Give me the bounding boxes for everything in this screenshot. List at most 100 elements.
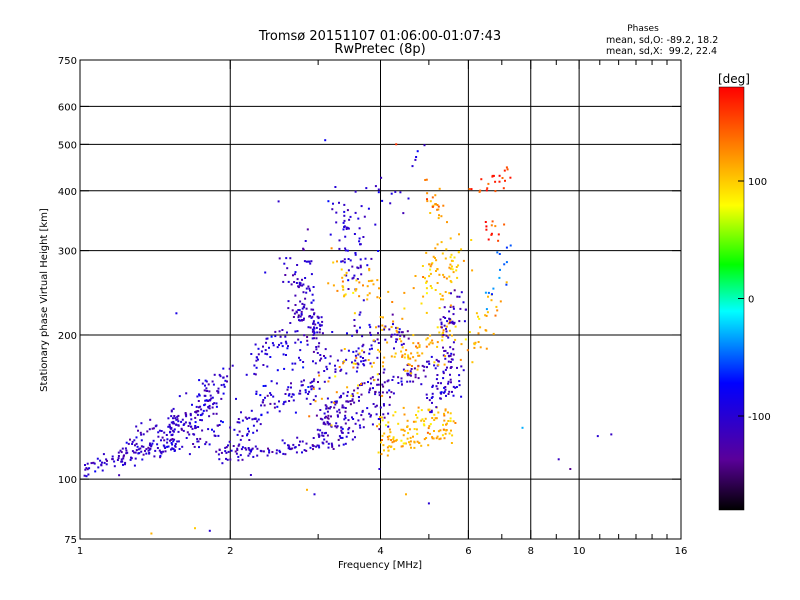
data-point <box>236 447 239 450</box>
data-point <box>450 358 453 361</box>
data-point <box>311 293 314 296</box>
data-point <box>286 331 288 334</box>
data-point <box>93 462 96 465</box>
data-point <box>316 428 319 431</box>
data-point <box>298 309 301 312</box>
data-point <box>396 338 399 341</box>
data-point <box>338 396 341 399</box>
data-point <box>182 429 185 432</box>
data-point <box>341 276 344 279</box>
data-point <box>439 318 442 321</box>
data-point <box>410 352 413 355</box>
data-point <box>315 348 318 351</box>
data-point <box>447 380 450 383</box>
data-point <box>333 401 336 404</box>
data-point <box>292 316 295 318</box>
data-point <box>348 218 351 221</box>
data-point <box>218 448 221 451</box>
data-point <box>282 452 285 455</box>
data-point <box>316 315 319 318</box>
data-point <box>412 342 415 345</box>
data-point <box>187 425 190 427</box>
data-point <box>321 332 324 335</box>
data-point <box>430 355 433 358</box>
data-point <box>300 380 303 383</box>
data-point <box>310 301 313 304</box>
data-point <box>353 274 356 277</box>
data-point <box>427 444 430 447</box>
data-point <box>105 458 108 461</box>
data-point <box>345 226 348 229</box>
data-point <box>422 369 425 372</box>
data-point <box>254 343 257 346</box>
data-point <box>377 348 379 351</box>
data-point <box>450 352 453 355</box>
data-point <box>448 310 451 313</box>
data-point <box>219 375 222 378</box>
data-point <box>402 406 405 409</box>
data-point <box>224 450 227 453</box>
data-point <box>230 449 233 452</box>
data-point <box>262 450 265 453</box>
data-point <box>447 354 450 357</box>
data-point <box>428 432 431 435</box>
data-point <box>318 387 321 390</box>
data-point <box>329 355 332 358</box>
data-point <box>208 529 211 532</box>
data-point <box>487 295 489 298</box>
data-point <box>158 429 161 432</box>
data-point <box>358 295 361 298</box>
data-point <box>199 405 202 408</box>
data-point <box>325 407 328 410</box>
data-point <box>370 365 373 368</box>
data-point <box>351 361 353 364</box>
data-point <box>426 198 428 201</box>
data-point <box>327 442 330 445</box>
data-point <box>343 360 346 363</box>
data-point <box>329 233 332 236</box>
data-point <box>484 329 487 332</box>
data-point <box>381 416 383 419</box>
data-point <box>442 334 445 336</box>
data-point <box>406 426 409 428</box>
data-point <box>430 287 433 290</box>
data-point <box>390 192 393 195</box>
data-point <box>264 271 267 274</box>
data-point <box>256 454 259 457</box>
data-point <box>317 321 320 324</box>
data-point <box>452 353 455 356</box>
data-point <box>197 426 200 428</box>
data-point <box>373 340 376 343</box>
data-point <box>425 287 428 290</box>
data-point <box>205 387 208 390</box>
data-point <box>171 434 173 436</box>
data-point <box>401 354 404 357</box>
data-point <box>521 426 524 429</box>
data-point <box>372 339 375 342</box>
data-point <box>451 265 453 268</box>
data-point <box>204 399 207 402</box>
data-point <box>314 395 317 398</box>
data-point <box>404 442 406 445</box>
data-point <box>356 366 359 369</box>
data-point <box>323 355 325 357</box>
data-point <box>183 422 186 425</box>
data-point <box>276 369 279 372</box>
data-point <box>252 431 255 434</box>
data-point <box>310 388 313 391</box>
data-point <box>334 375 337 378</box>
data-point <box>135 442 138 445</box>
data-point <box>474 341 477 344</box>
data-point <box>441 294 444 297</box>
data-point <box>305 287 308 290</box>
data-point <box>399 191 402 194</box>
data-point <box>299 349 302 352</box>
data-point <box>452 307 455 310</box>
data-point <box>291 368 294 371</box>
data-point <box>293 273 296 276</box>
data-point <box>294 294 297 297</box>
data-point <box>396 326 399 329</box>
data-point <box>492 287 495 290</box>
data-point <box>402 434 405 437</box>
data-point <box>139 447 142 450</box>
